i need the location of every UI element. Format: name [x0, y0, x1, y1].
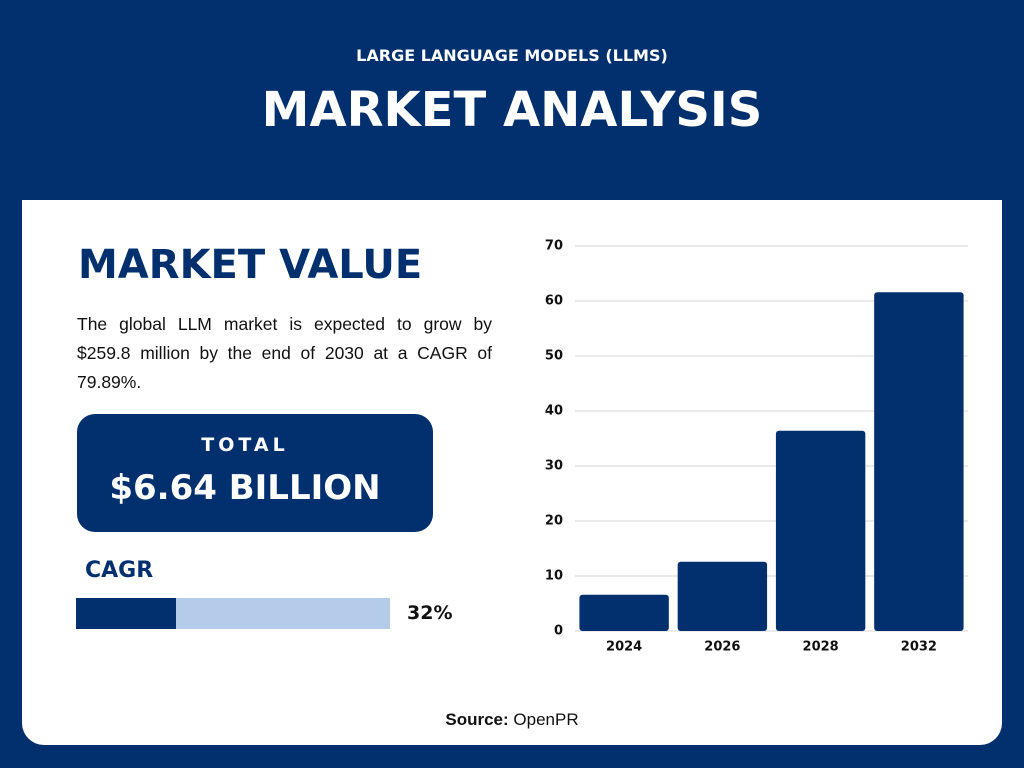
source-label: Source:: [445, 710, 509, 729]
section-heading: MARKET VALUE: [78, 242, 423, 288]
source: Source: OpenPR: [0, 710, 1024, 730]
y-tick-label: 30: [545, 459, 563, 474]
x-tick-label: 2028: [803, 640, 839, 655]
cagr-track: [76, 598, 390, 629]
bar: [677, 561, 768, 631]
title: MARKET ANALYSIS: [261, 82, 763, 138]
x-tick-label: 2024: [606, 640, 642, 655]
cagr-value: 32%: [407, 602, 453, 624]
y-tick-label: 60: [545, 294, 563, 309]
y-tick-label: 40: [545, 404, 563, 419]
y-tick-label: 10: [545, 569, 563, 584]
bar: [579, 594, 669, 631]
subtitle: LARGE LANGUAGE MODELS (LLMS): [356, 46, 668, 65]
total-box: TOTAL $6.64 BILLION: [77, 414, 433, 532]
source-value: OpenPR: [513, 710, 579, 729]
y-tick-label: 20: [545, 514, 563, 529]
total-value: $6.64 BILLION: [109, 468, 381, 508]
cagr-label: CAGR: [85, 558, 154, 583]
y-tick-label: 0: [554, 624, 563, 639]
y-tick-label: 50: [545, 349, 563, 364]
bar: [775, 430, 866, 631]
total-label: TOTAL: [201, 434, 289, 456]
x-tick-label: 2026: [704, 640, 740, 655]
x-tick-label: 2032: [901, 640, 937, 655]
cagr-fill: [76, 598, 177, 629]
description: The global LLM market is expected to gro…: [77, 314, 492, 392]
bar: [874, 292, 964, 631]
y-tick-label: 70: [545, 239, 563, 254]
